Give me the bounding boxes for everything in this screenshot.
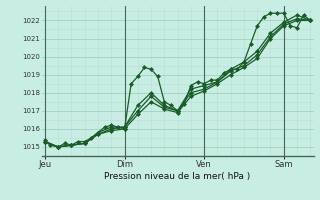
X-axis label: Pression niveau de la mer( hPa ): Pression niveau de la mer( hPa )	[104, 172, 251, 181]
